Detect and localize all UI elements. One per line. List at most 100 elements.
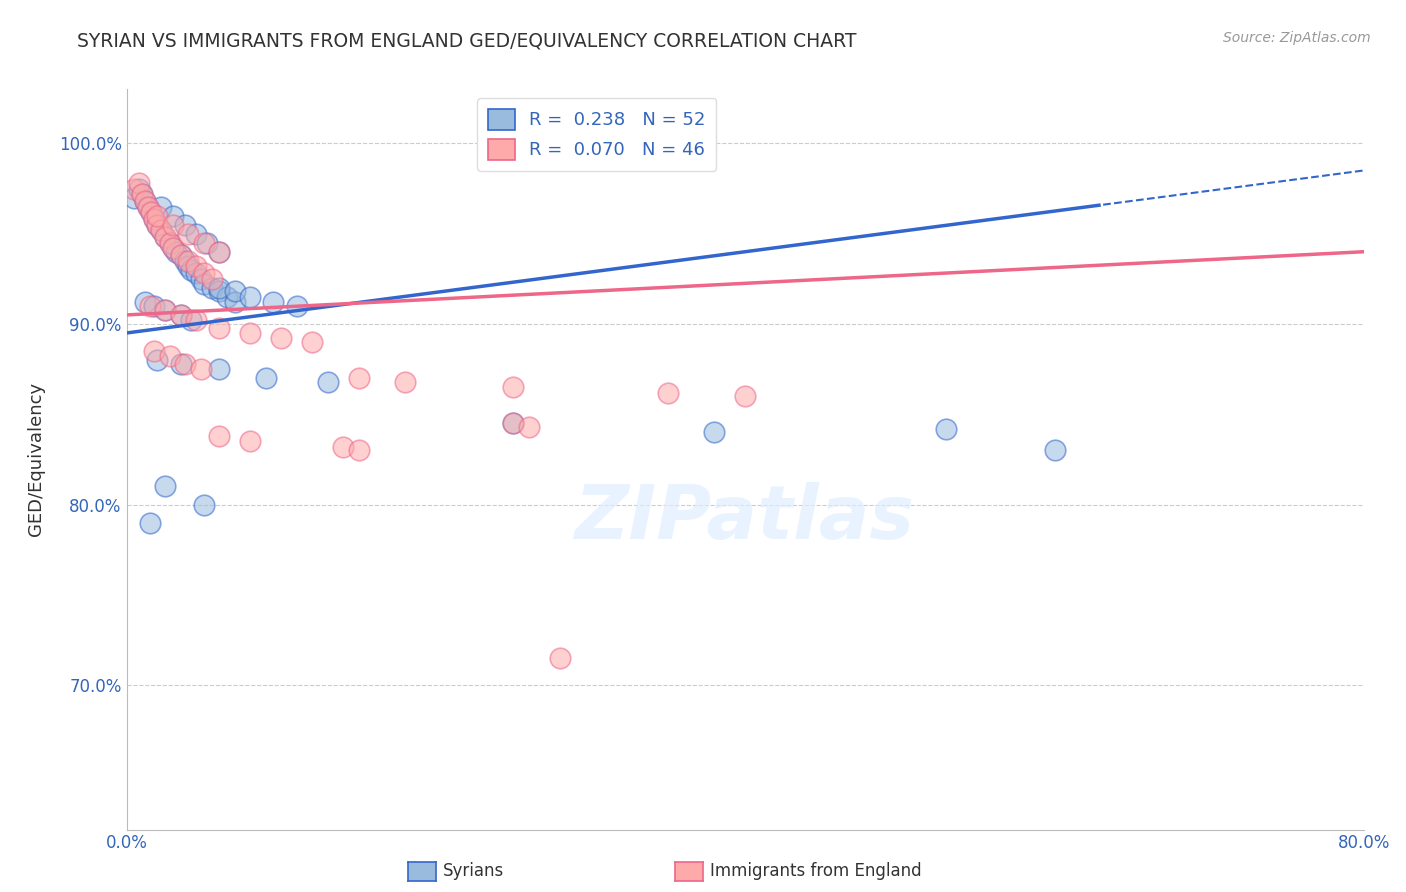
- Point: [394, 375, 416, 389]
- Point: [124, 181, 146, 195]
- Point: [149, 200, 172, 214]
- Point: [186, 259, 208, 273]
- Text: SYRIAN VS IMMIGRANTS FROM ENGLAND GED/EQUIVALENCY CORRELATION CHART: SYRIAN VS IMMIGRANTS FROM ENGLAND GED/EQ…: [77, 31, 856, 50]
- Point: [146, 209, 169, 223]
- Point: [332, 440, 354, 454]
- Point: [208, 244, 231, 259]
- Point: [262, 295, 284, 310]
- Point: [136, 200, 159, 214]
- Point: [657, 385, 679, 400]
- Point: [138, 516, 160, 530]
- Text: Immigrants from England: Immigrants from England: [710, 863, 922, 880]
- Point: [169, 357, 191, 371]
- Point: [174, 218, 197, 232]
- Point: [153, 302, 177, 317]
- Point: [149, 223, 172, 237]
- Point: [177, 227, 200, 241]
- Point: [703, 425, 725, 440]
- Point: [186, 227, 208, 241]
- Point: [316, 375, 339, 389]
- Point: [143, 212, 166, 227]
- Point: [193, 498, 215, 512]
- Point: [143, 344, 166, 359]
- Point: [162, 241, 184, 255]
- Point: [177, 253, 200, 268]
- Point: [177, 259, 200, 273]
- Point: [146, 218, 169, 232]
- Point: [143, 212, 166, 227]
- Text: Syrians: Syrians: [443, 863, 505, 880]
- Point: [153, 479, 177, 493]
- Point: [169, 248, 191, 262]
- Point: [159, 235, 181, 250]
- Y-axis label: GED/Equivalency: GED/Equivalency: [27, 383, 45, 536]
- Point: [159, 235, 181, 250]
- Point: [224, 295, 246, 310]
- Point: [208, 429, 231, 443]
- Point: [285, 299, 308, 313]
- Point: [134, 194, 156, 209]
- Point: [193, 277, 215, 292]
- Point: [517, 420, 540, 434]
- Point: [208, 362, 231, 376]
- Point: [208, 281, 231, 295]
- Point: [124, 190, 146, 204]
- Point: [208, 244, 231, 259]
- Point: [548, 651, 571, 665]
- Point: [138, 299, 160, 313]
- Point: [169, 308, 191, 322]
- Point: [186, 266, 208, 280]
- Point: [128, 176, 150, 190]
- Point: [131, 186, 153, 201]
- Point: [190, 272, 212, 286]
- Point: [134, 295, 156, 310]
- Point: [162, 218, 184, 232]
- Point: [190, 362, 212, 376]
- Point: [734, 389, 756, 403]
- Point: [162, 209, 184, 223]
- Point: [169, 248, 191, 262]
- Point: [149, 223, 172, 237]
- Point: [146, 353, 169, 368]
- Point: [143, 299, 166, 313]
- Point: [502, 417, 524, 431]
- Point: [193, 235, 215, 250]
- Point: [239, 326, 262, 340]
- Point: [270, 331, 292, 345]
- Point: [128, 181, 150, 195]
- Point: [1043, 443, 1066, 458]
- Point: [174, 253, 197, 268]
- Text: ZIPatlas: ZIPatlas: [575, 482, 915, 555]
- Point: [193, 266, 215, 280]
- Point: [153, 230, 177, 244]
- Point: [165, 244, 187, 259]
- Point: [201, 281, 224, 295]
- Legend: R =  0.238   N = 52, R =  0.070   N = 46: R = 0.238 N = 52, R = 0.070 N = 46: [477, 98, 717, 170]
- Point: [935, 422, 957, 436]
- Point: [347, 371, 370, 385]
- Point: [239, 434, 262, 449]
- Text: Source: ZipAtlas.com: Source: ZipAtlas.com: [1223, 31, 1371, 45]
- Point: [141, 205, 163, 219]
- Point: [169, 308, 191, 322]
- Point: [254, 371, 277, 385]
- Point: [153, 302, 177, 317]
- Point: [208, 320, 231, 334]
- Point: [208, 285, 231, 299]
- Point: [162, 241, 184, 255]
- Point: [186, 313, 208, 327]
- Point: [180, 262, 202, 277]
- Point: [224, 285, 246, 299]
- Point: [502, 417, 524, 431]
- Point: [217, 290, 239, 304]
- Point: [136, 200, 159, 214]
- Point: [141, 205, 163, 219]
- Point: [502, 380, 524, 394]
- Point: [347, 443, 370, 458]
- Point: [153, 230, 177, 244]
- Point: [201, 272, 224, 286]
- Point: [195, 235, 218, 250]
- Point: [239, 290, 262, 304]
- Point: [146, 218, 169, 232]
- Point: [180, 313, 202, 327]
